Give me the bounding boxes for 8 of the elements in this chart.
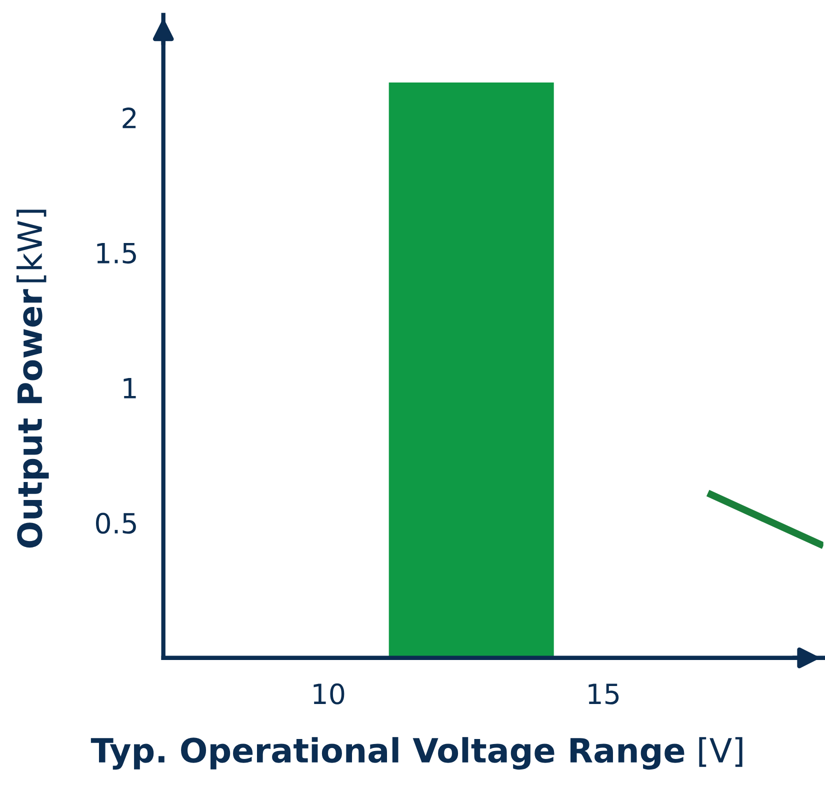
y-tick-label: 1.5 bbox=[97, 242, 136, 264]
x-tick-label: 15 bbox=[588, 684, 619, 704]
x-tick-label: 10 bbox=[314, 683, 344, 704]
y-tick-label: 1 bbox=[124, 378, 136, 398]
x-axis-title: Typ. Operational Voltage Range [V] bbox=[90, 737, 742, 770]
y-tick-label: 2 bbox=[122, 108, 136, 128]
y-axis-title: Output Power [kW] bbox=[16, 210, 49, 548]
y-tick-label: 0.5 bbox=[96, 512, 136, 534]
